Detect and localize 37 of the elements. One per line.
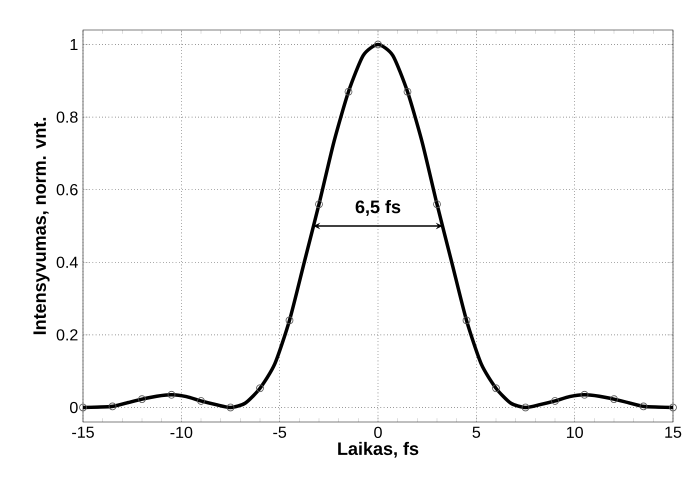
point <box>669 404 677 412</box>
point <box>374 40 382 48</box>
point <box>580 390 588 399</box>
y-axis-title: Intensyvumas, norm. vnt. <box>33 118 50 334</box>
point <box>286 316 294 324</box>
x-tick-label: 15 <box>665 426 682 438</box>
point <box>79 404 87 412</box>
y-tick-label: 0.8 <box>56 111 78 123</box>
point <box>462 316 470 324</box>
point <box>226 404 234 412</box>
point <box>492 384 500 392</box>
x-tick-label: -10 <box>170 426 192 438</box>
point <box>404 88 412 96</box>
y-tick-label: 1 <box>70 39 78 50</box>
point <box>640 402 648 410</box>
y-tick-label: 0 <box>70 402 78 414</box>
x-tick-label: 10 <box>566 426 583 438</box>
point <box>197 397 205 405</box>
x-tick-label: -15 <box>72 426 94 438</box>
x-tick-label: -5 <box>273 426 286 438</box>
x-tick-label: 0 <box>374 426 382 438</box>
annotation: 6,5 fs <box>356 200 400 216</box>
point <box>433 200 441 208</box>
y-tick-label: 0.2 <box>56 329 78 341</box>
point <box>522 404 530 412</box>
point <box>610 395 618 404</box>
point <box>315 200 323 208</box>
y-tick-label: 0.6 <box>56 184 78 196</box>
point <box>344 88 352 96</box>
point <box>168 390 176 399</box>
point <box>551 397 559 405</box>
x-tick-label: 5 <box>472 426 480 438</box>
point <box>138 395 146 404</box>
y-tick-label: 0.4 <box>56 256 78 268</box>
point <box>256 384 264 392</box>
point <box>108 402 116 410</box>
x-axis-title: Laikas, fs <box>338 442 418 458</box>
